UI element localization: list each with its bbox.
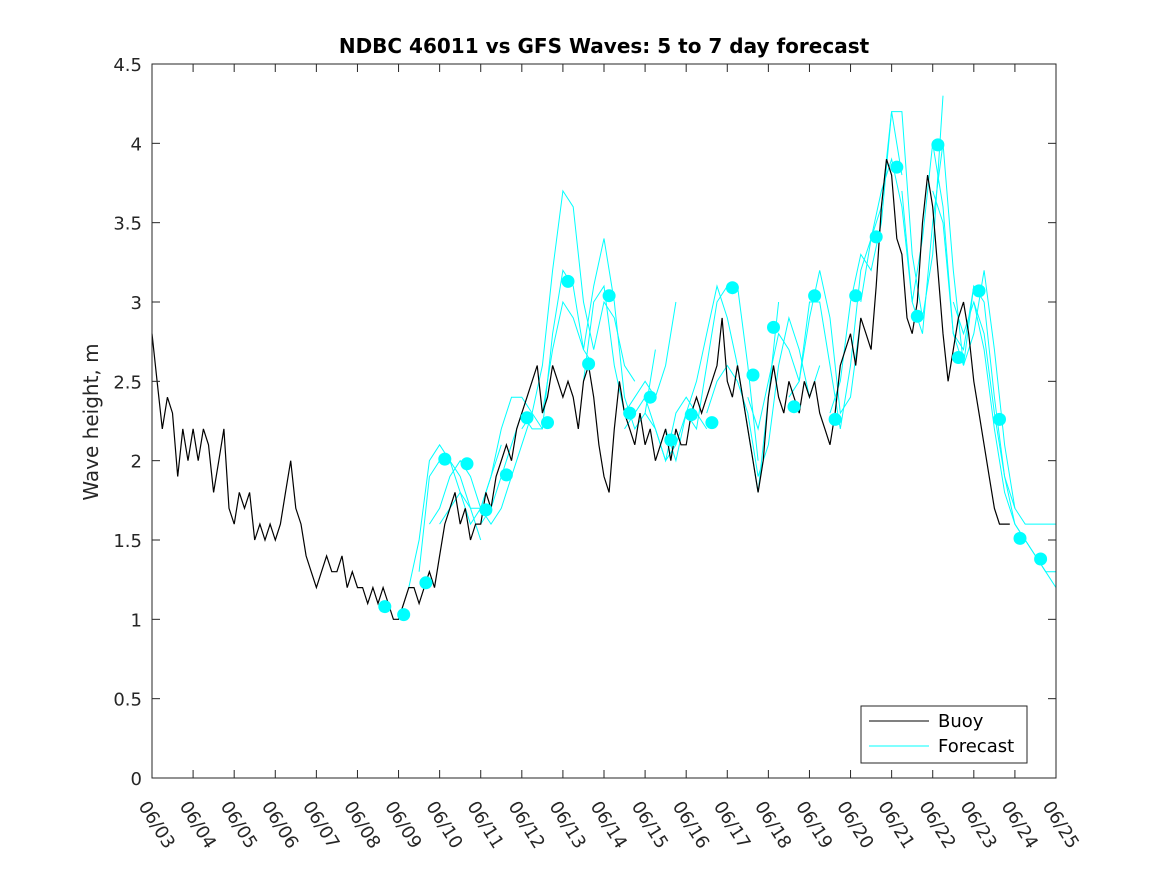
x-tick-label-1: 06/04 (175, 798, 220, 853)
y-tick-label-0: 0 (131, 769, 142, 790)
x-tick-label-4: 06/07 (298, 798, 343, 853)
forecast-line-7 (583, 284, 677, 415)
chart-title: NDBC 46011 vs GFS Waves: 5 to 7 day fore… (339, 34, 870, 58)
y-tick-label-1: 0.5 (113, 690, 142, 711)
y-tick-label-9: 4.5 (113, 55, 142, 76)
x-tick-label-16: 06/19 (791, 798, 836, 853)
x-tick-label-0: 06/03 (134, 798, 179, 853)
legend-box (860, 705, 1028, 764)
x-tick-label-21: 06/24 (997, 798, 1042, 853)
forecast-line-19 (973, 301, 1056, 573)
forecast-marker-20 (787, 400, 801, 414)
forecast-marker-0 (378, 600, 392, 614)
forecast-marker-8 (541, 416, 554, 430)
forecast-marker-9 (561, 274, 575, 288)
x-tick-label-5: 06/08 (339, 798, 384, 853)
forecast-marker-25 (890, 160, 904, 174)
plot-layer (151, 95, 1057, 622)
forecast-marker-6 (499, 468, 513, 482)
x-tick-label-15: 06/18 (750, 798, 795, 853)
y-tick-label-4: 2 (131, 452, 142, 473)
buoy-line (151, 159, 1010, 620)
y-tick-label-2: 1 (131, 610, 142, 631)
forecast-marker-19 (767, 320, 780, 334)
x-tick-label-19: 06/22 (914, 798, 959, 853)
y-tick-label-5: 2.5 (113, 372, 142, 393)
x-tick-label-9: 06/12 (504, 798, 549, 853)
x-tick-label-7: 06/10 (421, 798, 466, 853)
y-tick-label-8: 4 (131, 134, 142, 155)
forecast-marker-3 (438, 452, 452, 466)
forecast-marker-15 (684, 408, 698, 422)
forecast-marker-1 (397, 608, 411, 622)
forecast-marker-7 (520, 411, 534, 425)
forecast-marker-11 (602, 289, 616, 303)
x-tick-label-10: 06/13 (545, 798, 590, 853)
x-tick-label-20: 06/23 (956, 798, 1001, 853)
forecast-marker-28 (951, 351, 965, 364)
forecast-marker-22 (828, 412, 842, 426)
y-tick-label-3: 1.5 (113, 531, 142, 552)
x-tick-label-8: 06/11 (462, 798, 507, 853)
x-tick-label-6: 06/09 (380, 798, 425, 853)
forecast-marker-2 (419, 576, 433, 590)
forecast-marker-13 (643, 390, 657, 404)
forecast-line-12 (747, 270, 862, 431)
legend-label-buoy: Buoy (938, 711, 984, 732)
forecast-line-18 (952, 300, 1056, 525)
forecast-marker-5 (479, 503, 493, 517)
forecast-line-6 (541, 238, 656, 431)
x-tick-label-3: 06/06 (257, 798, 302, 853)
forecast-line-10 (665, 284, 780, 493)
forecast-marker-12 (623, 406, 637, 420)
forecast-marker-24 (869, 230, 883, 244)
x-tick-label-17: 06/20 (832, 798, 877, 853)
forecast-marker-16 (705, 416, 719, 430)
forecast-marker-29 (972, 284, 986, 298)
forecast-marker-10 (582, 357, 596, 371)
plot-frame (151, 63, 1057, 779)
forecast-line-5 (521, 189, 636, 430)
forecast-marker-31 (1013, 531, 1027, 545)
forecast-marker-30 (993, 412, 1006, 426)
x-tick-label-22: 06/25 (1038, 798, 1083, 853)
forecast-marker-21 (808, 289, 822, 303)
forecast-marker-23 (849, 289, 863, 303)
forecast-marker-26 (910, 309, 924, 323)
forecast-marker-14 (664, 433, 678, 447)
y-axis-label: Wave height, m (79, 343, 103, 500)
forecast-line-4 (480, 268, 595, 525)
forecast-marker-32 (1034, 552, 1048, 566)
forecast-line-14 (829, 95, 944, 414)
forecast-marker-18 (746, 368, 760, 382)
forecast-marker-27 (931, 138, 945, 152)
forecast-marker-4 (460, 457, 474, 471)
x-tick-label-11: 06/14 (586, 798, 631, 853)
x-tick-label-2: 06/05 (216, 798, 261, 853)
x-tick-label-14: 06/17 (709, 798, 754, 853)
y-tick-label-7: 3.5 (113, 214, 142, 235)
forecast-marker-17 (725, 281, 739, 295)
y-tick-label-6: 3 (131, 293, 142, 314)
legend: Buoy Forecast (860, 705, 1028, 764)
legend-label-forecast: Forecast (938, 736, 1014, 757)
x-tick-label-18: 06/21 (873, 798, 918, 853)
forecast-line-9 (644, 285, 759, 462)
x-tick-label-12: 06/15 (627, 798, 672, 853)
x-tick-label-13: 06/16 (668, 798, 713, 853)
